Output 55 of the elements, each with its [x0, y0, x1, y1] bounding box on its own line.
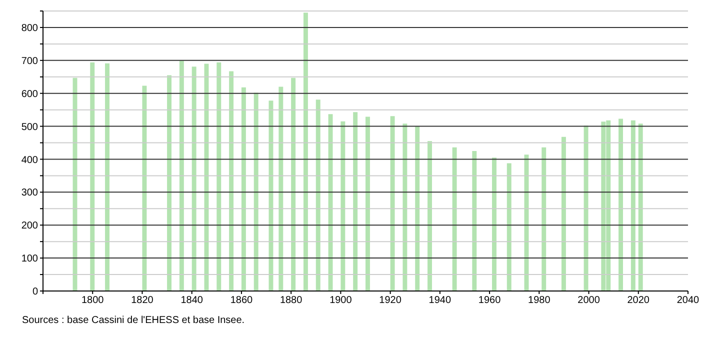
- bar: [340, 121, 346, 291]
- bar: [254, 92, 258, 291]
- x-tick-label: 1940: [428, 295, 452, 306]
- bar: [630, 120, 636, 291]
- bar: [303, 12, 308, 291]
- x-tick-label: 1820: [131, 295, 154, 306]
- x-tick-label: 1880: [280, 295, 303, 306]
- bar: [167, 75, 172, 291]
- x-tick-label: 1860: [230, 295, 254, 306]
- bar: [316, 100, 320, 291]
- bar: [105, 63, 110, 291]
- bar: [241, 87, 246, 291]
- bar: [366, 116, 370, 291]
- x-tick-label: 1800: [81, 295, 104, 306]
- bar: [472, 151, 477, 291]
- x-tick-label: 1840: [180, 295, 204, 306]
- bar: [216, 62, 222, 291]
- x-tick-label: 2020: [627, 295, 650, 306]
- bar: [142, 86, 147, 291]
- bar: [353, 112, 358, 291]
- y-tick-label: 200: [21, 220, 38, 232]
- y-tick-label: 800: [21, 23, 38, 34]
- x-tick-label: 1980: [528, 295, 551, 306]
- x-tick-label: 1960: [478, 295, 502, 306]
- bar: [506, 163, 512, 291]
- bar: [278, 86, 284, 291]
- bar: [618, 118, 624, 291]
- y-tick-label: 300: [21, 188, 38, 199]
- y-tick-label: 0: [32, 286, 38, 298]
- source-note: Sources : base Cassini de l'EHESS et base Insee.: [22, 315, 246, 326]
- bar: [428, 141, 432, 291]
- x-tick-label: 2000: [578, 295, 600, 306]
- bar: [179, 60, 184, 291]
- x-tick-label: 1900: [330, 295, 352, 306]
- bar: [415, 126, 420, 291]
- y-tick-label: 100: [21, 254, 38, 265]
- bar: [452, 147, 457, 291]
- y-tick-label: 500: [21, 122, 38, 133]
- bar: [402, 124, 408, 291]
- bar: [390, 116, 395, 291]
- bar: [291, 78, 296, 291]
- bar: [90, 62, 95, 291]
- bar: [328, 114, 333, 291]
- y-tick-label: 700: [21, 56, 38, 67]
- y-tick-label: 600: [21, 88, 38, 100]
- bar: [561, 136, 566, 291]
- x-tick-label: 1920: [379, 295, 402, 306]
- y-tick-label: 400: [21, 154, 38, 166]
- bar: [638, 124, 643, 291]
- bar: [584, 126, 588, 291]
- bar: [492, 158, 496, 291]
- bar: [192, 66, 196, 291]
- bar: [542, 147, 546, 291]
- x-tick-label: 2040: [676, 295, 700, 306]
- bar: [229, 71, 234, 291]
